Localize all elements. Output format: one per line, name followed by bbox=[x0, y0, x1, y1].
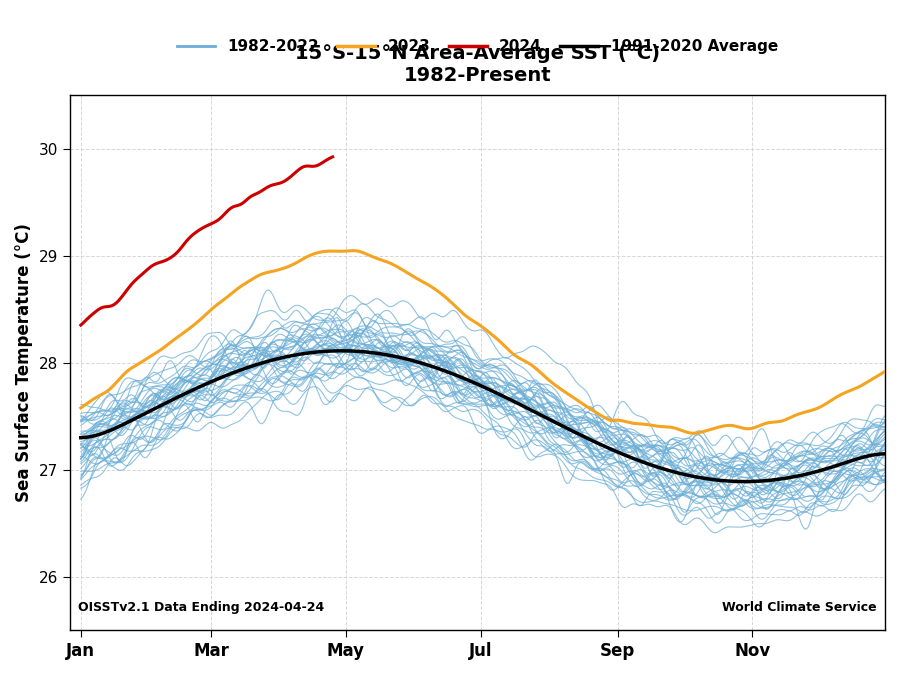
Legend: 1982-2022, 2023, 2024, 1991-2020 Average: 1982-2022, 2023, 2024, 1991-2020 Average bbox=[171, 33, 784, 61]
Text: OISSTv2.1 Data Ending 2024-04-24: OISSTv2.1 Data Ending 2024-04-24 bbox=[78, 601, 324, 614]
Y-axis label: Sea Surface Temperature (°C): Sea Surface Temperature (°C) bbox=[15, 223, 33, 502]
Text: World Climate Service: World Climate Service bbox=[722, 601, 877, 614]
Title: 15°S-15°N Area-Average SST (°C)
1982-Present: 15°S-15°N Area-Average SST (°C) 1982-Pre… bbox=[295, 45, 660, 85]
